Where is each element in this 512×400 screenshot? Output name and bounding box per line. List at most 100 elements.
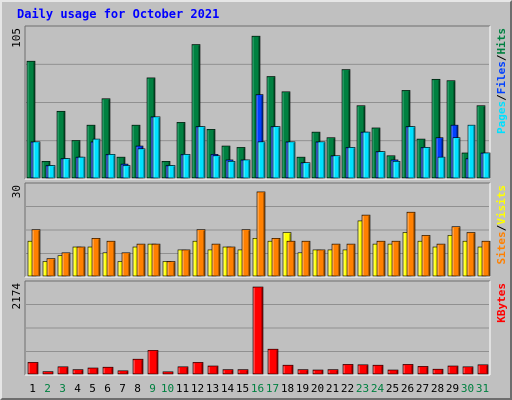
bar-pages-15-fill bbox=[242, 159, 251, 179]
bar-kbytes-10 bbox=[162, 371, 174, 375]
bar-pages-14-fill bbox=[227, 161, 236, 179]
bar-sites-29 bbox=[451, 226, 461, 277]
bar-pages-3-fill bbox=[62, 158, 71, 179]
bar-kbytes-4 bbox=[72, 369, 84, 375]
bar-sites-30-fill bbox=[466, 232, 476, 277]
bar-kbytes-10-fill bbox=[162, 371, 174, 375]
bar-sites-17-fill bbox=[271, 238, 281, 277]
legend-requests: Pages/Files/Hits bbox=[495, 28, 508, 134]
bar-sites-4-fill bbox=[76, 246, 86, 277]
day-label-15: 15 bbox=[236, 382, 249, 395]
bar-kbytes-20 bbox=[312, 369, 324, 375]
day-label-9: 9 bbox=[149, 382, 156, 395]
bar-sites-27 bbox=[421, 235, 431, 277]
bar-pages-14 bbox=[227, 161, 236, 179]
bar-kbytes-29 bbox=[447, 365, 459, 375]
bar-sites-9 bbox=[151, 243, 161, 277]
bar-sites-1 bbox=[31, 229, 41, 277]
bar-pages-10 bbox=[167, 165, 176, 179]
legend-entry: Hits bbox=[495, 28, 508, 55]
bar-pages-15 bbox=[242, 159, 251, 179]
bar-sites-24 bbox=[376, 240, 386, 277]
bar-kbytes-24 bbox=[372, 364, 384, 375]
bar-sites-27-fill bbox=[421, 235, 431, 277]
bar-pages-4-fill bbox=[77, 156, 86, 179]
bar-kbytes-23 bbox=[357, 364, 369, 375]
bar-kbytes-14 bbox=[222, 369, 234, 375]
bar-kbytes-23-fill bbox=[357, 364, 369, 375]
day-label-11: 11 bbox=[176, 382, 189, 395]
bar-sites-12 bbox=[196, 229, 206, 277]
bar-kbytes-26-fill bbox=[402, 364, 414, 375]
bar-sites-6-fill bbox=[106, 240, 116, 277]
bar-sites-23 bbox=[361, 214, 371, 277]
bar-pages-10-fill bbox=[167, 165, 176, 179]
day-label-4: 4 bbox=[74, 382, 81, 395]
legend-entry: / bbox=[495, 224, 508, 231]
bar-sites-10 bbox=[166, 261, 176, 277]
bar-pages-28-fill bbox=[437, 156, 446, 179]
bar-sites-23-fill bbox=[361, 214, 371, 277]
bar-pages-1-fill bbox=[32, 141, 41, 179]
bar-kbytes-20-fill bbox=[312, 369, 324, 375]
bar-sites-25-fill bbox=[391, 240, 401, 277]
bar-sites-31 bbox=[481, 240, 491, 277]
bar-pages-18-fill bbox=[287, 141, 296, 179]
bar-sites-7 bbox=[121, 252, 131, 277]
bar-kbytes-15 bbox=[237, 369, 249, 375]
bar-kbytes-25-fill bbox=[387, 369, 399, 375]
bar-pages-13-fill bbox=[212, 155, 221, 179]
bar-kbytes-7 bbox=[117, 370, 129, 375]
bar-pages-11 bbox=[182, 154, 191, 179]
bar-sites-30 bbox=[466, 232, 476, 277]
bar-pages-25 bbox=[392, 161, 401, 179]
bar-kbytes-31-fill bbox=[477, 364, 489, 375]
bar-kbytes-6 bbox=[102, 366, 114, 375]
day-label-17: 17 bbox=[266, 382, 279, 395]
bar-kbytes-11-fill bbox=[177, 366, 189, 375]
bar-sites-15 bbox=[241, 229, 251, 277]
bar-kbytes-22-fill bbox=[342, 364, 354, 375]
bar-pages-7 bbox=[122, 165, 131, 179]
bar-sites-4 bbox=[76, 246, 86, 277]
day-label-25: 25 bbox=[386, 382, 399, 395]
bar-kbytes-12 bbox=[192, 362, 204, 375]
bar-pages-6 bbox=[107, 154, 116, 179]
bar-sites-11-fill bbox=[181, 249, 191, 277]
legend-visitors: Sites/Visits bbox=[495, 185, 508, 265]
bar-pages-16-fill bbox=[257, 141, 266, 179]
bar-pages-21 bbox=[332, 155, 341, 179]
bar-sites-26-fill bbox=[406, 211, 416, 277]
bar-kbytes-5-fill bbox=[87, 367, 99, 375]
day-label-29: 29 bbox=[446, 382, 459, 395]
bar-pages-3 bbox=[62, 158, 71, 179]
day-label-28: 28 bbox=[431, 382, 444, 395]
bar-pages-30-fill bbox=[467, 124, 476, 179]
bar-pages-8-fill bbox=[137, 148, 146, 179]
bar-kbytes-24-fill bbox=[372, 364, 384, 375]
bar-pages-31 bbox=[482, 152, 491, 179]
day-label-31: 31 bbox=[476, 382, 489, 395]
bar-pages-30 bbox=[467, 124, 476, 179]
bar-pages-26-fill bbox=[407, 126, 416, 179]
day-label-3: 3 bbox=[59, 382, 66, 395]
bar-pages-20 bbox=[317, 141, 326, 179]
bar-pages-26 bbox=[407, 126, 416, 179]
bar-pages-19 bbox=[302, 162, 311, 179]
day-label-20: 20 bbox=[311, 382, 324, 395]
bar-pages-23-fill bbox=[362, 131, 371, 179]
bar-sites-5-fill bbox=[91, 238, 101, 277]
legend-entry: Files bbox=[495, 61, 508, 94]
bar-kbytes-8 bbox=[132, 358, 144, 375]
bar-kbytes-21-fill bbox=[327, 369, 339, 375]
bar-kbytes-11 bbox=[177, 366, 189, 375]
day-label-18: 18 bbox=[281, 382, 294, 395]
bar-pages-27-fill bbox=[422, 147, 431, 179]
legend-entry: Sites bbox=[495, 231, 508, 264]
bar-kbytes-13 bbox=[207, 365, 219, 375]
bar-sites-3-fill bbox=[61, 252, 71, 277]
bar-sites-13 bbox=[211, 243, 221, 277]
bar-sites-18 bbox=[286, 240, 296, 277]
bar-pages-29-fill bbox=[452, 137, 461, 179]
bar-kbytes-21 bbox=[327, 369, 339, 375]
